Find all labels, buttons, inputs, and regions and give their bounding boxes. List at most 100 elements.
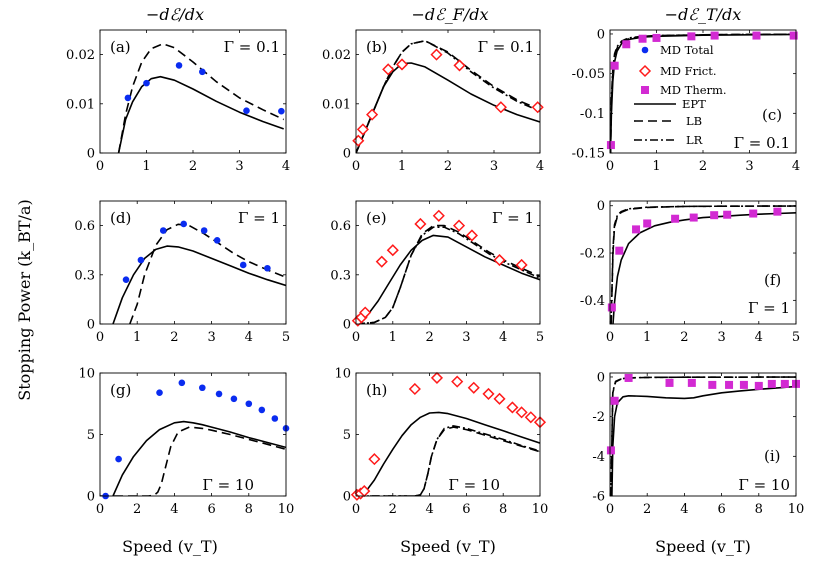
panel-f: 0 1 2 3 4 5 -0.4 -0.2 0 (f) Γ = 1	[580, 199, 800, 345]
series-lr-line	[610, 205, 796, 324]
series-lb-line	[129, 223, 286, 324]
md-total-point	[124, 94, 132, 102]
x-tick-label: 8	[755, 502, 763, 517]
panel-frame	[609, 200, 797, 325]
gamma-label: Γ = 0.1	[734, 134, 790, 152]
gamma-label: Γ = 10	[738, 476, 790, 494]
x-tick-label: 3	[745, 159, 753, 174]
md-therm-point	[624, 373, 633, 382]
y-axis-label: Stopping Power (k_BT/a)	[15, 199, 34, 400]
legend-label-lr: LR	[686, 133, 703, 147]
md-total-point	[239, 261, 247, 269]
gamma-label: Γ = 10	[202, 476, 254, 494]
x-tick-label: 8	[499, 502, 507, 517]
series-ept-line	[112, 420, 286, 496]
x-tick-label: 3	[207, 330, 215, 345]
md-total-point	[143, 79, 150, 87]
col-title-b: −dℰ_F/dx	[411, 5, 488, 24]
panel-h: 0 2 4 6 8 10 0 5 10 (h) Γ = 10	[334, 367, 548, 518]
md-therm-point	[723, 210, 732, 219]
md-frict-point	[359, 306, 372, 319]
legend-md-frict: MD Frict.	[638, 64, 717, 78]
series-lr-line	[356, 226, 540, 324]
y-tick-label: 10	[78, 367, 95, 382]
md-total-point	[115, 455, 122, 463]
md-therm-point	[773, 207, 782, 216]
md-therm-point	[638, 34, 647, 43]
md-total-point	[199, 68, 206, 76]
y-tick-label: 0.6	[74, 219, 95, 234]
md-frict-point	[432, 209, 445, 222]
md-therm-point	[767, 379, 776, 388]
legend: MD Total MD Frict. MD Therm. EPT LB LR	[634, 43, 727, 147]
legend-md-therm: MD Therm.	[641, 83, 727, 97]
y-tick-label: 5	[87, 428, 95, 443]
x-tick-label: 1	[142, 159, 150, 174]
md-frict-point	[356, 123, 369, 136]
panel-b: 0 1 2 3 4 0 0.01 0.02 (b) Γ = 0.1	[322, 29, 544, 174]
md-total-point	[199, 384, 206, 392]
x-tick-label: 0	[96, 502, 104, 517]
series-lb-line	[100, 426, 286, 496]
md-frict-point	[386, 244, 399, 257]
x-tick-label: 4	[680, 502, 688, 517]
y-tick-label: 0	[343, 318, 351, 333]
x-tick-label: 0	[352, 502, 360, 517]
md-total-point	[245, 400, 253, 408]
y-tick-label: 0	[597, 27, 605, 42]
legend-marker-diamond	[638, 64, 652, 78]
md-therm-point	[610, 61, 619, 70]
x-tick-label: 0	[352, 159, 360, 174]
x-tick-label: 3	[462, 330, 470, 345]
legend-md-total: MD Total	[641, 43, 714, 57]
md-therm-point	[710, 31, 719, 40]
series-lr-line	[356, 40, 540, 153]
md-frict-point	[506, 401, 519, 414]
legend-ept: EPT	[634, 97, 706, 111]
md-total-point	[122, 276, 130, 284]
panel-frame	[609, 29, 797, 154]
panel-frame	[99, 200, 287, 325]
x-tick-label: 0	[606, 159, 614, 174]
md-total-point	[215, 390, 223, 398]
x-tick-label: 2	[189, 159, 197, 174]
x-tick-label: 4	[170, 502, 178, 517]
md-total-point	[230, 395, 238, 403]
x-tick-label: 4	[425, 502, 433, 517]
gamma-label: Γ = 1	[238, 209, 280, 227]
y-tick-label: 0.6	[330, 219, 351, 234]
md-total-point	[178, 379, 186, 387]
x-axis-label-1: Speed (v_T)	[122, 537, 218, 556]
x-tick-label: 10	[532, 502, 549, 517]
series-lb-line	[356, 40, 540, 153]
panel-label: (c)	[762, 106, 782, 124]
x-tick-label: 8	[245, 502, 253, 517]
md-therm-point	[610, 396, 619, 405]
gamma-label: Γ = 1	[492, 209, 534, 227]
md-frict-point	[368, 453, 381, 466]
gamma-label: Γ = 0.1	[224, 38, 280, 56]
legend-marker-square	[641, 86, 649, 94]
md-frict-point	[375, 255, 388, 268]
panel-frame	[355, 200, 541, 325]
md-frict-point	[430, 48, 443, 61]
series-ept-line	[356, 234, 540, 324]
md-total-point	[278, 107, 285, 115]
md-frict-point	[465, 229, 478, 242]
x-tick-label: 5	[536, 330, 544, 345]
panel-g: 0 2 4 6 8 10 0 5 10 (g) Γ = 10	[78, 367, 294, 518]
md-therm-point	[606, 141, 615, 150]
x-tick-label: 0	[352, 330, 360, 345]
x-tick-label: 2	[699, 159, 707, 174]
x-tick-label: 2	[680, 330, 688, 345]
md-frict-point	[452, 219, 466, 232]
md-frict-point	[493, 253, 506, 267]
series-ept-line	[611, 385, 796, 496]
y-tick-label: -0.05	[572, 67, 605, 82]
md-total-point	[137, 256, 145, 264]
y-tick-label: 0.01	[322, 97, 351, 112]
md-frict-point	[515, 406, 528, 419]
md-total-point	[264, 264, 271, 272]
x-tick-label: 3	[717, 330, 725, 345]
y-tick-label: -4	[592, 450, 605, 465]
